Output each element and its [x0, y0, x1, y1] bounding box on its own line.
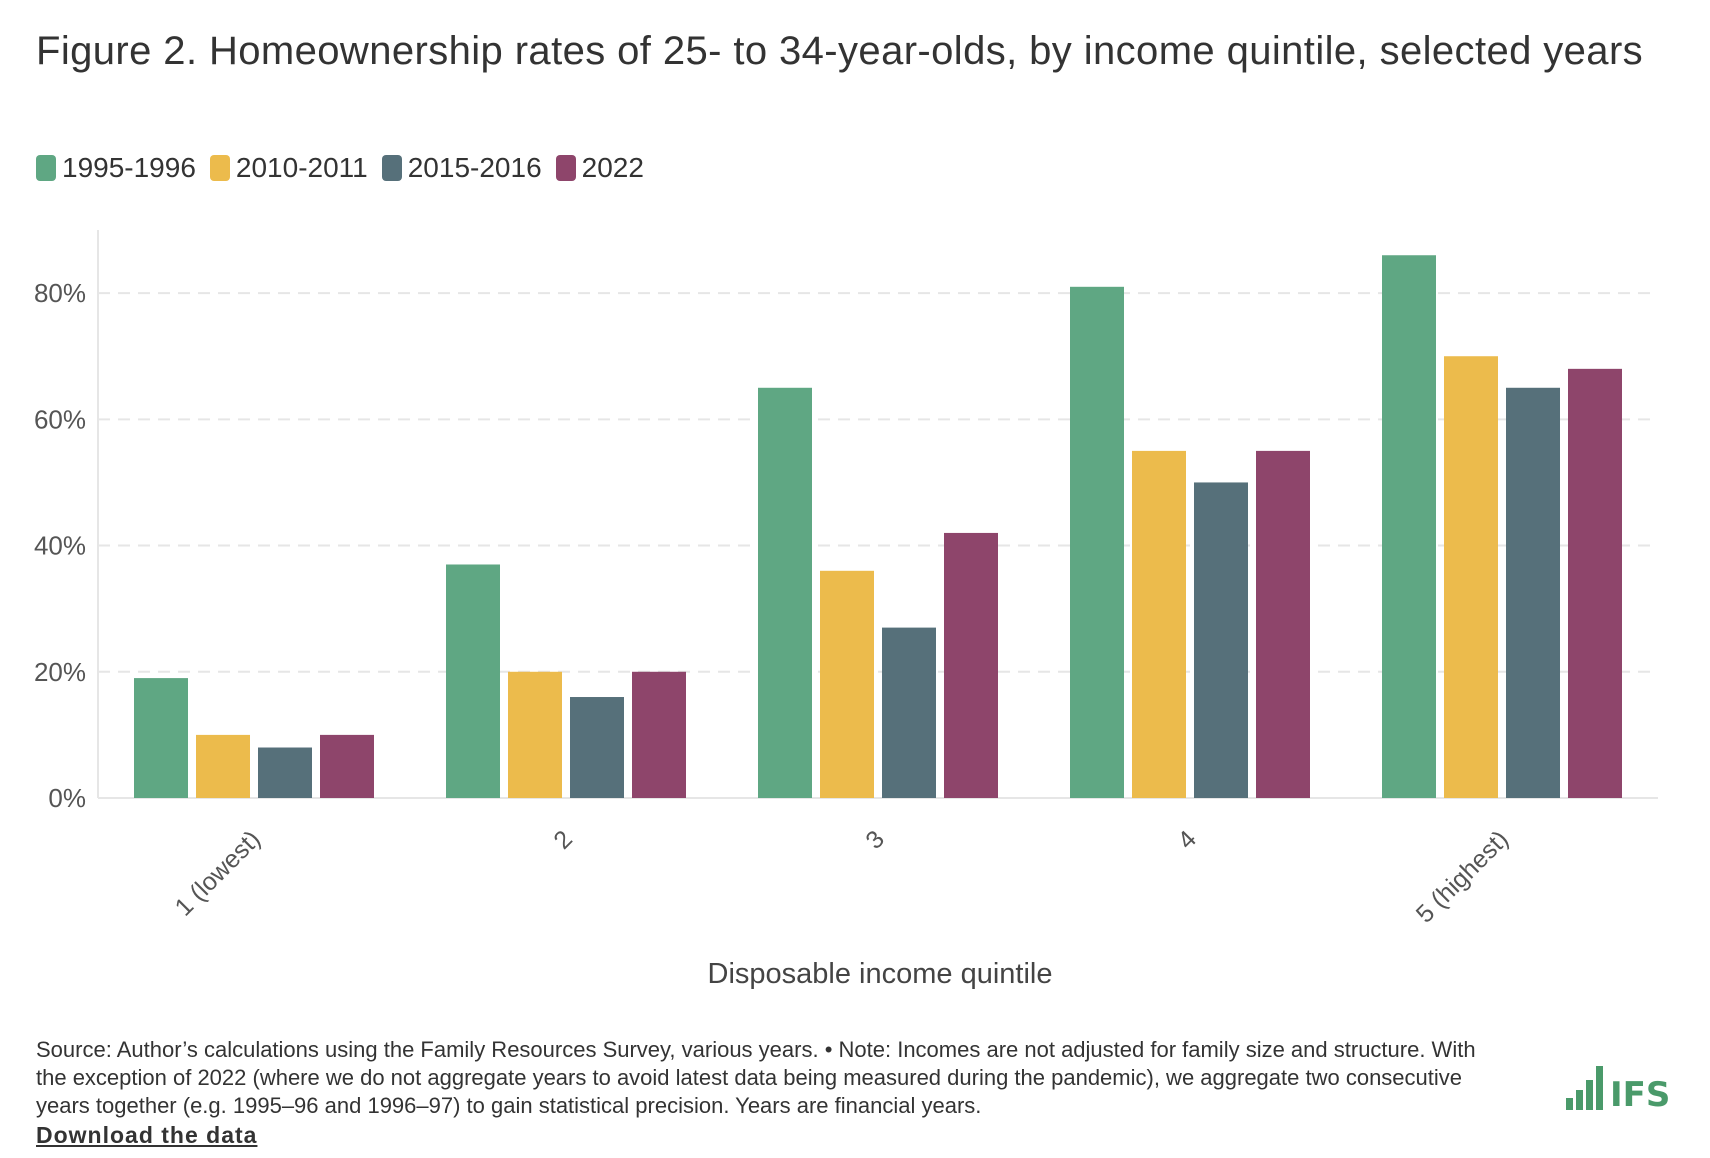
logo-bars-icon: [1566, 1066, 1606, 1110]
y-tick-label: 40%: [34, 531, 86, 561]
x-tick-label: 1 (lowest): [170, 825, 266, 921]
bar-2022[interactable]: 2 — 2022: 20%: [632, 671, 686, 798]
bar-2022[interactable]: 1 (lowest) — 2022: 10%: [320, 734, 374, 798]
legend-item-2022[interactable]: 2022: [555, 152, 644, 184]
bar-2022[interactable]: 4 — 2022: 55%: [1256, 450, 1310, 798]
legend-swatch: [555, 155, 576, 181]
x-tick-label: 4: [1172, 825, 1202, 855]
bar-2010-2011[interactable]: 1 (lowest) — 2010-2011: 10%: [196, 734, 250, 798]
chart-title: Figure 2. Homeownership rates of 25- to …: [36, 29, 1644, 73]
x-axis-title: Disposable income quintile: [707, 958, 1053, 990]
bar-2010-2011[interactable]: 5 (highest) — 2010-2011: 70%: [1444, 356, 1498, 798]
bar-2015-2016[interactable]: 4 — 2015-2016: 50%: [1194, 482, 1248, 798]
y-tick-label: 60%: [34, 404, 86, 434]
legend-label: 2010-2011: [235, 152, 368, 183]
source-note: Source: Author’s calculations using the …: [36, 1037, 1476, 1118]
x-tick-label: 5 (highest): [1411, 825, 1514, 928]
bar-2022[interactable]: 3 — 2022: 42%: [944, 532, 998, 798]
legend-label: 1995-1996: [62, 152, 196, 183]
x-tick-label: 2: [548, 825, 578, 855]
legend-swatch: [36, 155, 56, 181]
y-tick-label: 80%: [34, 278, 86, 308]
bar-2010-2011[interactable]: 3 — 2010-2011: 36%: [820, 570, 874, 798]
bar-2010-2011[interactable]: 4 — 2010-2011: 55%: [1132, 450, 1186, 798]
legend-swatch: [209, 155, 230, 181]
legend-item-2015-2016[interactable]: 2015-2016: [381, 152, 542, 184]
bar-1995-1996[interactable]: 5 (highest) — 1995-1996: 86%: [1382, 255, 1436, 798]
bar-2010-2011[interactable]: 2 — 2010-2011: 20%: [508, 671, 562, 798]
legend-swatch: [381, 155, 402, 181]
download-data-link[interactable]: Download the data: [36, 1122, 258, 1148]
legend-item-1995-1996[interactable]: 1995-1996: [36, 152, 196, 184]
logo-text: IFS: [1610, 1075, 1671, 1115]
bar-1995-1996[interactable]: 1 (lowest) — 1995-1996: 19%: [134, 678, 188, 798]
x-tick-label: 3: [860, 825, 890, 855]
bar-2015-2016[interactable]: 3 — 2015-2016: 27%: [882, 627, 936, 798]
bar-1995-1996[interactable]: 4 — 1995-1996: 81%: [1070, 286, 1124, 798]
y-tick-label: 20%: [34, 657, 86, 687]
bar-2022[interactable]: 5 (highest) — 2022: 68%: [1568, 368, 1622, 798]
legend-label: 2015-2016: [407, 152, 542, 183]
y-tick-label: 0%: [48, 783, 86, 813]
bar-2015-2016[interactable]: 1 (lowest) — 2015-2016: 8%: [258, 747, 312, 798]
bar-1995-1996[interactable]: 3 — 1995-1996: 65%: [758, 387, 812, 798]
bar-1995-1996[interactable]: 2 — 1995-1996: 37%: [446, 564, 500, 798]
legend-label: 2022: [581, 152, 644, 183]
legend-item-2010-2011[interactable]: 2010-2011: [209, 152, 368, 184]
bar-chart: 0% 20% 40% 60% 80% 1 (lowest) — 1995-1996: 19…: [34, 230, 1658, 928]
bar-2015-2016[interactable]: 5 (highest) — 2015-2016: 65%: [1506, 387, 1560, 798]
ifs-logo: IFS: [1566, 1066, 1671, 1115]
bar-2015-2016[interactable]: 2 — 2015-2016: 16%: [570, 697, 624, 798]
chart-legend: 1995-1996 2010-2011 2015-2016 2022: [36, 152, 658, 184]
